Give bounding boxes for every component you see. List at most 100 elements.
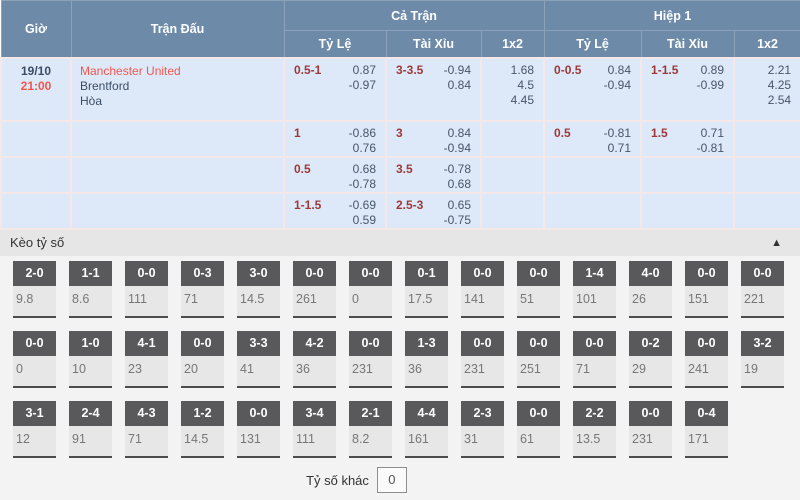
score-bet-cell[interactable]: 4-2 36 xyxy=(293,330,336,388)
score-bet-cell[interactable]: 0-0 141 xyxy=(461,260,504,318)
score-odd-value: 17.5 xyxy=(408,291,433,306)
score-odd-value: 231 xyxy=(464,361,485,376)
h1-1x2-cell[interactable]: 2.21 4.25 2.54 xyxy=(733,56,800,122)
score-bet-cell[interactable]: 2-1 8.2 xyxy=(349,400,392,458)
handicap-line: 1 xyxy=(294,125,301,140)
score-bet-cell[interactable]: 0-0 0 xyxy=(13,330,56,388)
h1-handicap-cell[interactable]: 0.5 -0.81 0.71 xyxy=(543,119,643,158)
1x2-value: 2.54 xyxy=(767,92,792,107)
ft-overunder-cell[interactable]: 3 0.84 -0.94 xyxy=(385,119,482,158)
col-header-ft-1x2: 1x2 xyxy=(480,30,545,58)
score-odd-value: 31 xyxy=(464,431,478,446)
ft-overunder-cell[interactable]: 3.5 -0.78 0.68 xyxy=(385,155,482,194)
1x2-value: 1.68 xyxy=(510,62,535,77)
score-chip: 0-3 xyxy=(181,260,224,286)
score-row: 2-0 9.8 1-1 8.6 0-0 111 0-3 71 3-0 14.5 0-0 261 0-0 0… xyxy=(13,260,800,331)
score-bet-cell[interactable]: 4-3 71 xyxy=(125,400,168,458)
score-chip: 3-2 xyxy=(741,330,784,356)
score-bet-cell[interactable]: 0-0 251 xyxy=(517,330,560,388)
score-bet-cell[interactable]: 3-0 14.5 xyxy=(237,260,280,318)
score-bet-cell[interactable]: 0-0 151 xyxy=(685,260,728,318)
col-header-match: Trận Đấu xyxy=(70,0,285,58)
score-bet-cell[interactable]: 1-4 101 xyxy=(573,260,616,318)
score-bet-cell[interactable]: 0-0 221 xyxy=(741,260,784,318)
score-chip: 0-0 xyxy=(517,400,560,426)
score-bet-cell[interactable]: 0-0 111 xyxy=(125,260,168,318)
score-section-title: Kèo tỷ số xyxy=(10,235,65,250)
score-bet-cell[interactable]: 4-4 161 xyxy=(405,400,448,458)
ft-1x2-cell[interactable]: 1.68 4.5 4.45 xyxy=(479,56,546,122)
odds-values: 0.84 -0.94 xyxy=(444,126,471,156)
other-score-label: Tỷ số khác xyxy=(306,472,369,488)
score-bet-cell[interactable]: 2-0 9.8 xyxy=(13,260,56,318)
time-cell xyxy=(0,119,72,158)
score-bet-cell[interactable]: 0-0 231 xyxy=(629,400,672,458)
score-chip: 0-0 xyxy=(293,260,336,286)
score-bet-cell[interactable]: 0-1 17.5 xyxy=(405,260,448,318)
ft-handicap-cell[interactable]: 0.5 0.68 -0.78 xyxy=(283,155,387,194)
handicap-line: 0.5 xyxy=(554,125,571,140)
score-bet-cell[interactable]: 2-4 91 xyxy=(69,400,112,458)
score-odd-value: 161 xyxy=(408,431,429,446)
score-odd-value: 0 xyxy=(352,291,359,306)
other-score-row: Tỷ số khác 0 xyxy=(13,458,800,500)
score-bet-cell[interactable]: 2-2 13.5 xyxy=(573,400,616,458)
score-chip: 0-0 xyxy=(741,260,784,286)
score-bet-cell[interactable]: 3-4 111 xyxy=(293,400,336,458)
score-chip: 0-0 xyxy=(349,330,392,356)
score-odd-value: 26 xyxy=(632,291,646,306)
home-team: Manchester United xyxy=(80,63,181,78)
odds-value: 0.76 xyxy=(352,140,376,155)
score-bet-cell[interactable]: 0-0 20 xyxy=(181,330,224,388)
score-bet-cell[interactable]: 0-0 0 xyxy=(349,260,392,318)
ft-1x2-cell xyxy=(479,119,546,158)
ft-handicap-cell[interactable]: 1 -0.86 0.76 xyxy=(283,119,387,158)
score-bet-cell[interactable]: 0-3 71 xyxy=(181,260,224,318)
ft-overunder-cell[interactable]: 3-3.5 -0.94 0.84 xyxy=(385,56,482,122)
collapse-arrow-icon[interactable]: ▲ xyxy=(771,236,782,249)
handicap-line: 0-0.5 xyxy=(554,62,582,77)
score-bet-cell[interactable]: 3-3 41 xyxy=(237,330,280,388)
odds-value: -0.81 xyxy=(603,125,632,140)
score-bet-cell[interactable]: 0-0 231 xyxy=(349,330,392,388)
score-chip: 3-4 xyxy=(293,400,336,426)
score-bet-cell[interactable]: 1-0 10 xyxy=(69,330,112,388)
score-bet-cell[interactable]: 0-0 131 xyxy=(237,400,280,458)
score-bet-cell[interactable]: 3-2 19 xyxy=(741,330,784,388)
odds-value: 0.71 xyxy=(700,125,725,140)
score-bet-cell[interactable]: 0-0 51 xyxy=(517,260,560,318)
h1-overunder-cell[interactable]: 1-1.5 0.89 -0.99 xyxy=(640,56,736,122)
ft-handicap-cell[interactable]: 1-1.5 -0.69 0.59 xyxy=(283,191,387,230)
score-bet-cell[interactable]: 4-0 26 xyxy=(629,260,672,318)
h1-handicap-cell[interactable]: 0-0.5 0.84 -0.94 xyxy=(543,56,643,122)
ft-overunder-odds: 3 0.84 -0.94 xyxy=(387,122,480,156)
odds-values: -0.81 0.71 xyxy=(604,126,631,156)
score-bet-cell[interactable]: 3-1 12 xyxy=(13,400,56,458)
score-bet-cell[interactable]: 0-0 231 xyxy=(461,330,504,388)
h1-overunder-cell[interactable]: 1.5 0.71 -0.81 xyxy=(640,119,736,158)
odds-value: -0.81 xyxy=(696,140,725,155)
overunder-line: 3-3.5 xyxy=(396,62,424,77)
score-bet-cell[interactable]: 0-4 171 xyxy=(685,400,728,458)
score-bet-cell[interactable]: 2-3 31 xyxy=(461,400,504,458)
score-bet-cell[interactable]: 0-0 61 xyxy=(517,400,560,458)
odds-value: 0.68 xyxy=(352,161,376,176)
col-header-ft-handicap: Tỷ Lệ xyxy=(283,30,387,58)
match-date: 19/10 xyxy=(20,63,52,78)
score-bet-cell[interactable]: 0-0 241 xyxy=(685,330,728,388)
score-bet-cell[interactable]: 0-0 261 xyxy=(293,260,336,318)
score-bet-cell[interactable]: 1-1 8.6 xyxy=(69,260,112,318)
score-bet-cell[interactable]: 0-0 71 xyxy=(573,330,616,388)
odds-value: 0.84 xyxy=(447,125,471,140)
score-chip: 0-0 xyxy=(349,260,392,286)
score-bet-cell[interactable]: 0-2 29 xyxy=(629,330,672,388)
ft-overunder-cell[interactable]: 2.5-3 0.65 -0.75 xyxy=(385,191,482,230)
score-chip: 0-0 xyxy=(13,330,56,356)
score-bet-cell[interactable]: 4-1 23 xyxy=(125,330,168,388)
score-chip: 1-2 xyxy=(181,400,224,426)
other-score-box[interactable]: 0 xyxy=(376,467,407,493)
ft-handicap-cell[interactable]: 0.5-1 0.87 -0.97 xyxy=(283,56,387,122)
score-bet-cell[interactable]: 1-3 36 xyxy=(405,330,448,388)
score-bet-cell[interactable]: 1-2 14.5 xyxy=(181,400,224,458)
